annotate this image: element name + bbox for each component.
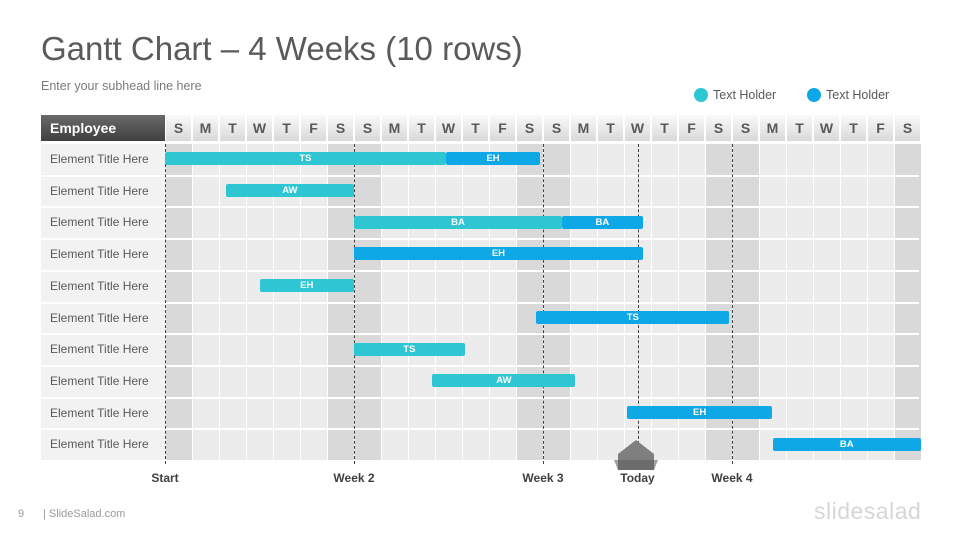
task-bar[interactable]: AW [225, 184, 354, 198]
footer-link[interactable]: | SlideSalad.com [43, 508, 126, 520]
milestone-line [354, 144, 355, 464]
day-header-19: F [679, 115, 704, 141]
grid-row-line [41, 174, 919, 177]
milestone-line [165, 144, 166, 464]
day-header-26: F [868, 115, 893, 141]
today-marker-icon [614, 440, 658, 470]
day-header-17: W [625, 115, 650, 141]
slide-subhead: Enter your subhead line here [41, 79, 202, 93]
timeline-label: Today [620, 471, 655, 485]
day-header-11: T [463, 115, 488, 141]
timeline-label: Week 4 [711, 471, 753, 485]
row-label: Element Title Here [50, 437, 149, 452]
task-bar[interactable]: BA [354, 215, 562, 229]
day-header-15: M [571, 115, 596, 141]
legend-label-1: Text Holder [713, 88, 777, 102]
day-header-2: T [220, 115, 245, 141]
task-bar[interactable]: TS [165, 152, 446, 166]
day-header-20: S [706, 115, 731, 141]
day-header-1: M [193, 115, 218, 141]
grid-row-line [41, 364, 919, 367]
day-header-8: M [382, 115, 407, 141]
day-header-6: S [328, 115, 353, 141]
grid-row-line [41, 396, 919, 399]
day-header-23: T [787, 115, 812, 141]
task-bar[interactable]: EH [259, 279, 354, 293]
row-label: Element Title Here [50, 373, 149, 388]
row-label: Element Title Here [50, 183, 149, 198]
row-label: Element Title Here [50, 342, 149, 357]
grid-row-line [41, 238, 919, 241]
task-bar[interactable]: EH [626, 405, 773, 419]
legend-label-2: Text Holder [826, 88, 890, 102]
grid-row-line [41, 269, 919, 272]
task-bar[interactable]: EH [445, 152, 541, 166]
grid-row-line [41, 301, 919, 304]
row-label: Element Title Here [50, 247, 149, 262]
day-header-9: T [409, 115, 434, 141]
day-header-24: W [814, 115, 839, 141]
day-header-10: W [436, 115, 461, 141]
row-label: Element Title Here [50, 215, 149, 230]
day-header-4: T [274, 115, 299, 141]
task-bar[interactable]: EH [354, 247, 643, 261]
day-header-27: S [895, 115, 920, 141]
row-label: Element Title Here [50, 152, 149, 166]
milestone-line [732, 144, 733, 464]
milestone-line [543, 144, 544, 464]
milestone-line [638, 144, 639, 464]
grid-row-line [41, 206, 919, 209]
legend-dot-teal [694, 88, 708, 102]
row-label: Element Title Here [50, 278, 149, 293]
day-header-22: M [760, 115, 785, 141]
day-header-7: S [355, 115, 380, 141]
task-bar[interactable]: TS [536, 310, 730, 324]
page-number: 9 [18, 508, 25, 520]
grid-row-line [41, 428, 919, 431]
row-label: Element Title Here [50, 310, 149, 325]
day-header-12: F [490, 115, 515, 141]
task-bar[interactable]: AW [432, 374, 576, 388]
day-header-25: T [841, 115, 866, 141]
day-header-21: S [733, 115, 758, 141]
slide-title: Gantt Chart – 4 Weeks (10 rows) [41, 30, 523, 67]
grid-col-line [921, 144, 922, 460]
task-bar[interactable]: TS [354, 342, 465, 356]
row-label: Element Title Here [50, 405, 149, 420]
today-marker [614, 440, 658, 470]
day-header-3: W [247, 115, 272, 141]
day-header-5: F [301, 115, 326, 141]
grid-row-line [41, 333, 919, 336]
brand-logo: slidesalad [814, 498, 922, 524]
day-header-13: S [517, 115, 542, 141]
timeline-label: Start [151, 471, 179, 485]
employee-header: Employee [41, 115, 165, 141]
day-header-0: S [166, 115, 191, 141]
day-header-16: T [598, 115, 623, 141]
timeline-label: Week 2 [333, 471, 375, 485]
task-bar[interactable]: BA [772, 437, 921, 451]
legend-dot-blue [807, 88, 821, 102]
day-header-14: S [544, 115, 569, 141]
timeline-label: Week 3 [522, 471, 564, 485]
task-bar[interactable]: BA [561, 215, 643, 229]
day-header-18: T [652, 115, 677, 141]
